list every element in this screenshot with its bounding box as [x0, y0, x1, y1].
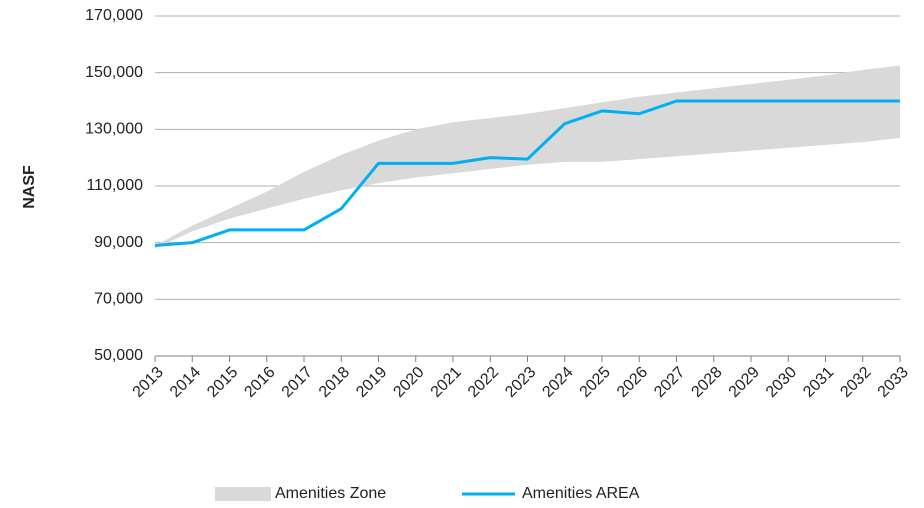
- zone-area: [155, 65, 900, 249]
- x-tick-label: 2022: [465, 364, 502, 401]
- x-tick-label: 2028: [688, 364, 725, 401]
- x-tick-label: 2013: [130, 364, 167, 401]
- x-tick-label: 2025: [577, 364, 614, 401]
- legend-label: Amenities AREA: [522, 485, 640, 502]
- x-tick-label: 2014: [167, 364, 204, 401]
- x-tick-label: 2033: [875, 364, 912, 401]
- x-tick-label: 2015: [204, 364, 241, 401]
- legend-label: Amenities Zone: [275, 485, 386, 502]
- x-tick-label: 2019: [353, 364, 390, 401]
- x-tick-label: 2029: [726, 364, 763, 401]
- y-tick-label: 170,000: [85, 7, 143, 24]
- x-tick-label: 2023: [502, 364, 539, 401]
- y-tick-label: 50,000: [94, 347, 143, 364]
- line: [154, 99, 900, 247]
- y-tick-label: 90,000: [94, 234, 143, 251]
- legend-swatch: [215, 487, 271, 501]
- x-tick-label: 2031: [800, 364, 837, 401]
- x-tick-label: 2016: [241, 364, 278, 401]
- x-tick-label: 2018: [316, 364, 353, 401]
- y-tick-label: 70,000: [94, 291, 143, 308]
- x-tick-label: 2021: [428, 364, 465, 401]
- y-axis-label: NASF: [21, 165, 38, 209]
- x-tick-label: 2024: [539, 364, 576, 401]
- x-tick-label: 2026: [614, 364, 651, 401]
- x-tick-label: 2027: [651, 364, 688, 401]
- x-tick-label: 2030: [763, 364, 800, 401]
- x-tick-label: 2032: [837, 364, 874, 401]
- y-tick-label: 110,000: [86, 177, 143, 194]
- y-tick-label: 130,000: [85, 121, 143, 138]
- y-tick-label: 150,000: [85, 64, 143, 81]
- x-tick-label: 2017: [279, 364, 316, 401]
- x-tick-label: 2020: [390, 364, 427, 401]
